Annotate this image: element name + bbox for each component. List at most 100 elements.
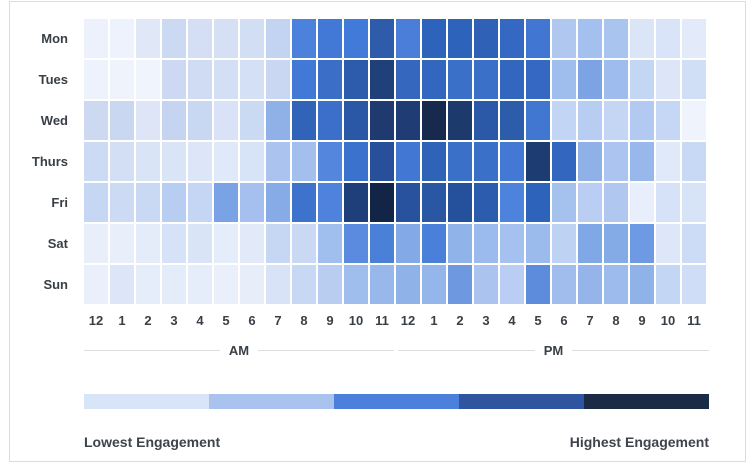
heatmap-cell-thurs-11pm	[682, 142, 706, 181]
hour-label-9am: 9	[326, 313, 334, 328]
heatmap-cell-thurs-3am	[162, 142, 186, 181]
engagement-heatmap	[84, 19, 706, 304]
pm-divider-line-right	[572, 349, 709, 351]
hour-label-11pm: 11	[687, 313, 701, 328]
heatmap-cell-thurs-7pm	[578, 142, 602, 181]
heatmap-cell-thurs-8am	[292, 142, 316, 181]
heatmap-cell-mon-12pm	[396, 19, 420, 58]
am-divider-line-left	[84, 349, 220, 351]
row-label-wed: Wed	[40, 113, 68, 128]
heatmap-cell-sat-11pm	[682, 224, 706, 263]
heatmap-cell-fri-1pm	[422, 183, 446, 222]
heatmap-cell-sat-9pm	[630, 224, 654, 263]
heatmap-cell-wed-8am	[292, 101, 316, 140]
heatmap-cell-sun-3pm	[474, 265, 498, 304]
heatmap-cell-sun-10pm	[656, 265, 680, 304]
hour-label-3am: 3	[170, 313, 178, 328]
pm-label: PM	[543, 342, 564, 358]
heatmap-cell-sat-2pm	[448, 224, 472, 263]
heatmap-cell-thurs-10pm	[656, 142, 680, 181]
heatmap-cell-tues-2pm	[448, 60, 472, 99]
hour-label-8am: 8	[300, 313, 308, 328]
heatmap-cell-thurs-10am	[344, 142, 368, 181]
heatmap-cell-thurs-3pm	[474, 142, 498, 181]
heatmap-cell-fri-10am	[344, 183, 368, 222]
heatmap-cell-mon-1pm	[422, 19, 446, 58]
heatmap-cell-fri-7pm	[578, 183, 602, 222]
heatmap-cell-wed-11am	[370, 101, 394, 140]
hour-label-2pm: 2	[456, 313, 464, 328]
row-label-mon: Mon	[41, 31, 68, 46]
heatmap-cell-tues-12am	[84, 60, 108, 99]
heatmap-cell-sun-6pm	[552, 265, 576, 304]
heatmap-cell-sat-5pm	[526, 224, 550, 263]
heatmap-cell-thurs-5am	[214, 142, 238, 181]
heatmap-cell-fri-5pm	[526, 183, 550, 222]
heatmap-cell-tues-4pm	[500, 60, 524, 99]
heatmap-cell-mon-5pm	[526, 19, 550, 58]
heatmap-cell-sun-5am	[214, 265, 238, 304]
row-label-thurs: Thurs	[31, 154, 68, 169]
legend-max-label: Highest Engagement	[569, 434, 709, 450]
hour-label-2am: 2	[144, 313, 152, 328]
heatmap-cell-wed-3am	[162, 101, 186, 140]
heatmap-cell-mon-12am	[84, 19, 108, 58]
heatmap-cell-fri-9am	[318, 183, 342, 222]
heatmap-cell-fri-9pm	[630, 183, 654, 222]
heatmap-cell-fri-6am	[240, 183, 264, 222]
heatmap-cell-fri-7am	[266, 183, 290, 222]
heatmap-cell-sun-8pm	[604, 265, 628, 304]
heatmap-cell-tues-3pm	[474, 60, 498, 99]
heatmap-cell-mon-8am	[292, 19, 316, 58]
heatmap-cell-fri-10pm	[656, 183, 680, 222]
hour-label-4pm: 4	[508, 313, 516, 328]
heatmap-cell-wed-3pm	[474, 101, 498, 140]
heatmap-cell-thurs-4am	[188, 142, 212, 181]
heatmap-cell-mon-4pm	[500, 19, 524, 58]
heatmap-cell-mon-6pm	[552, 19, 576, 58]
hour-label-7am: 7	[274, 313, 282, 328]
heatmap-cell-sun-11pm	[682, 265, 706, 304]
hour-label-9pm: 9	[638, 313, 646, 328]
pm-group: PM	[398, 342, 709, 358]
heatmap-cell-fri-12pm	[396, 183, 420, 222]
heatmap-cell-sat-9am	[318, 224, 342, 263]
heatmap-cell-sat-7pm	[578, 224, 602, 263]
heatmap-cell-sat-11am	[370, 224, 394, 263]
heatmap-cell-sat-6am	[240, 224, 264, 263]
heatmap-cell-tues-5am	[214, 60, 238, 99]
row-label-sat: Sat	[47, 236, 68, 251]
heatmap-cell-mon-6am	[240, 19, 264, 58]
heatmap-cell-wed-6am	[240, 101, 264, 140]
heatmap-cell-tues-8am	[292, 60, 316, 99]
heatmap-cell-sun-4pm	[500, 265, 524, 304]
heatmap-cell-sun-6am	[240, 265, 264, 304]
heatmap-cell-fri-11pm	[682, 183, 706, 222]
heatmap-cell-sun-3am	[162, 265, 186, 304]
heatmap-cell-thurs-1am	[110, 142, 134, 181]
heatmap-cell-sat-12am	[84, 224, 108, 263]
heatmap-cell-mon-8pm	[604, 19, 628, 58]
heatmap-cell-sat-7am	[266, 224, 290, 263]
legend-segment-4	[459, 394, 584, 409]
hour-label-8pm: 8	[612, 313, 620, 328]
heatmap-cell-thurs-6pm	[552, 142, 576, 181]
heatmap-cell-tues-5pm	[526, 60, 550, 99]
am-label: AM	[228, 342, 250, 358]
heatmap-cell-tues-9pm	[630, 60, 654, 99]
heatmap-cell-mon-7am	[266, 19, 290, 58]
heatmap-cell-sat-3am	[162, 224, 186, 263]
heatmap-cell-sat-4am	[188, 224, 212, 263]
heatmap-cell-tues-6pm	[552, 60, 576, 99]
heatmap-cell-tues-8pm	[604, 60, 628, 99]
heatmap-cell-sun-9am	[318, 265, 342, 304]
hour-label-10pm: 10	[660, 313, 676, 328]
hour-axis: 12 1 2 3 4 5 6 7 8 9 10 11 12 1 2 3 4 5 6 7 8 9 10 11	[84, 313, 706, 331]
heatmap-cell-fri-8pm	[604, 183, 628, 222]
heatmap-cell-wed-9pm	[630, 101, 654, 140]
heatmap-cell-mon-4am	[188, 19, 212, 58]
heatmap-cell-wed-10pm	[656, 101, 680, 140]
heatmap-cell-tues-3am	[162, 60, 186, 99]
heatmap-cell-fri-11am	[370, 183, 394, 222]
heatmap-cell-thurs-4pm	[500, 142, 524, 181]
